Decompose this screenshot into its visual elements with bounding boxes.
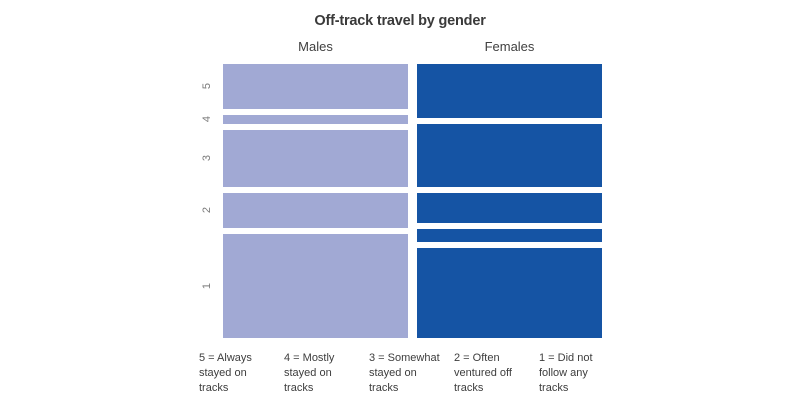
y-axis-labels: 5 4 3 2 1: [194, 64, 220, 338]
column-header-females: Females: [484, 39, 535, 54]
mosaic-column-males: [223, 64, 408, 338]
mosaic-segment-males-1[interactable]: [223, 234, 408, 338]
chart-legend: 5 = Always stayed on tracks 4 = Mostly st…: [199, 351, 624, 396]
legend-item-1: 1 = Did not follow any tracks: [539, 352, 593, 394]
mosaic-segment-females-5[interactable]: [417, 64, 602, 118]
column-header-males: Males: [298, 39, 333, 54]
legend-item-5: 5 = Always stayed on tracks: [199, 352, 252, 394]
mosaic-segment-females-1[interactable]: [417, 247, 602, 338]
legend-item-3: 3 = Somewhat stayed on tracks: [369, 352, 440, 394]
mosaic-segment-males-4[interactable]: [223, 114, 408, 124]
mosaic-segment-males-5[interactable]: [223, 64, 408, 109]
mosaic-segment-males-2[interactable]: [223, 192, 408, 228]
mosaic-segment-females-4[interactable]: [417, 123, 602, 187]
mosaic-column-females: [417, 64, 602, 338]
legend-item-4: 4 = Mostly stayed on tracks: [284, 352, 335, 394]
y-axis-label-4: 4: [201, 116, 213, 123]
legend-item-2: 2 = Often ventured off tracks: [454, 352, 512, 394]
y-axis-label-2: 2: [201, 207, 213, 214]
mosaic-segment-females-3[interactable]: [417, 193, 602, 223]
plot-area: [223, 64, 602, 338]
y-axis-label-5: 5: [201, 83, 213, 90]
mosaic-segment-males-3[interactable]: [223, 130, 408, 187]
y-axis-label-3: 3: [201, 155, 213, 162]
chart-title: Off-track travel by gender: [314, 13, 486, 29]
y-axis-label-1: 1: [201, 282, 213, 289]
mosaic-segment-females-2[interactable]: [417, 228, 602, 242]
